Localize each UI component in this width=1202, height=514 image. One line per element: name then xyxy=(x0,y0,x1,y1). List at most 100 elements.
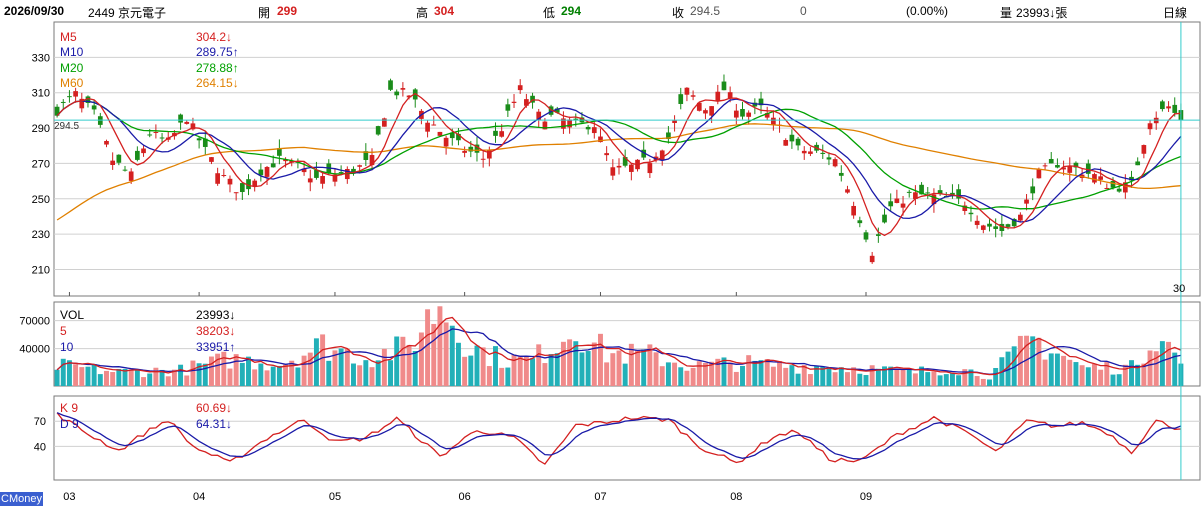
candle-body xyxy=(382,118,387,127)
candle-body xyxy=(1129,176,1134,181)
volume-bar xyxy=(351,363,356,386)
volume-bar xyxy=(770,366,776,386)
volume-bar xyxy=(431,323,437,386)
candle-body xyxy=(505,104,511,111)
volume-bar xyxy=(567,339,573,386)
candle-body xyxy=(931,194,937,205)
candle-body xyxy=(1042,165,1048,167)
candle-body xyxy=(863,232,869,240)
volume-bar xyxy=(1129,360,1134,386)
candle-body xyxy=(79,98,85,109)
volume-bar xyxy=(838,367,844,386)
volume-bar xyxy=(622,363,628,386)
grid-lines xyxy=(54,56,1200,447)
candle-body xyxy=(715,91,721,102)
candle-body xyxy=(771,117,776,125)
month-label: 09 xyxy=(860,491,872,503)
candle-body xyxy=(239,183,245,193)
candle-body xyxy=(233,192,239,194)
candle-body xyxy=(1005,224,1011,227)
m60-value: 264.15↓ xyxy=(196,76,239,90)
panel-frame-0 xyxy=(53,21,1201,297)
volume-bar xyxy=(326,360,332,386)
volume-bar xyxy=(1017,335,1023,386)
price-marker: 294.5 xyxy=(54,121,80,132)
candle-body xyxy=(338,172,344,174)
candle-body xyxy=(524,99,529,106)
volume-bar xyxy=(1141,363,1147,386)
price-tick-label: 330 xyxy=(32,52,50,64)
volume-value: 23993↓張 xyxy=(1016,6,1068,20)
volume-bar xyxy=(764,359,770,386)
candle-body xyxy=(246,179,251,190)
candle-body xyxy=(610,167,616,176)
volume-bar xyxy=(307,352,313,386)
volume-bar xyxy=(956,375,962,386)
candle-body xyxy=(1024,199,1029,204)
volume-bar xyxy=(91,364,97,386)
volume-bar xyxy=(598,333,603,386)
candle-body xyxy=(659,150,665,161)
candle-body xyxy=(585,126,591,130)
volume-bar xyxy=(727,362,733,386)
volume-bar xyxy=(270,366,276,386)
candle-body xyxy=(851,205,856,216)
candle-body xyxy=(826,157,832,160)
volume-bar xyxy=(635,350,640,386)
candle-body xyxy=(91,105,97,110)
candle-body xyxy=(968,212,974,215)
candle-body xyxy=(141,148,146,154)
volume-bar xyxy=(1085,367,1091,386)
price-tick-label: 290 xyxy=(32,123,50,135)
volume-bar xyxy=(548,354,554,386)
candle-body xyxy=(462,150,467,153)
volume-bar xyxy=(171,369,177,386)
candle-body xyxy=(894,198,900,203)
volume-bar xyxy=(320,334,326,386)
m5-value: 304.2↓ xyxy=(196,30,233,44)
volume-bar xyxy=(1042,359,1048,386)
volume-bar xyxy=(369,367,375,386)
candle-body xyxy=(542,121,548,130)
volume-bar xyxy=(357,365,363,386)
volume-bar xyxy=(165,376,171,386)
month-label: 07 xyxy=(594,491,606,503)
period-tab[interactable]: 日線 xyxy=(1163,6,1188,20)
volume-bar xyxy=(276,365,282,386)
volume-bar xyxy=(641,349,647,386)
volume-bar xyxy=(845,372,850,386)
volume-bar xyxy=(832,372,838,386)
candle-body xyxy=(678,94,684,104)
candle-body xyxy=(832,159,838,167)
volume-bar xyxy=(628,343,634,386)
candle-body xyxy=(104,140,109,145)
candle-body xyxy=(1067,165,1073,173)
volume-bar xyxy=(530,358,536,386)
m60-label: M60 xyxy=(60,76,84,90)
volume-bar xyxy=(851,367,857,386)
volume-bar xyxy=(604,362,610,386)
volume-bar xyxy=(258,363,264,386)
candle-body xyxy=(758,98,764,106)
volume-bar xyxy=(73,364,79,386)
volume-bar xyxy=(906,369,912,386)
candle-body xyxy=(388,80,393,90)
volume-bar xyxy=(480,347,486,386)
month-label: 06 xyxy=(459,491,471,503)
candle-body xyxy=(1166,106,1171,109)
candle-body xyxy=(1073,162,1079,168)
candle-body xyxy=(1104,187,1110,189)
low-label: 低 xyxy=(543,6,556,20)
candle-body xyxy=(733,110,739,118)
candle-body xyxy=(591,127,597,134)
volume-bar xyxy=(344,348,350,386)
volume-bar xyxy=(733,371,739,386)
candle-body xyxy=(178,114,183,123)
volume-bar xyxy=(746,355,752,386)
volume-bar xyxy=(912,373,918,386)
volume-bar xyxy=(690,367,696,386)
candle-body xyxy=(801,150,807,154)
volume-bar xyxy=(721,357,727,386)
volume-tick-label: 40000 xyxy=(19,344,50,356)
